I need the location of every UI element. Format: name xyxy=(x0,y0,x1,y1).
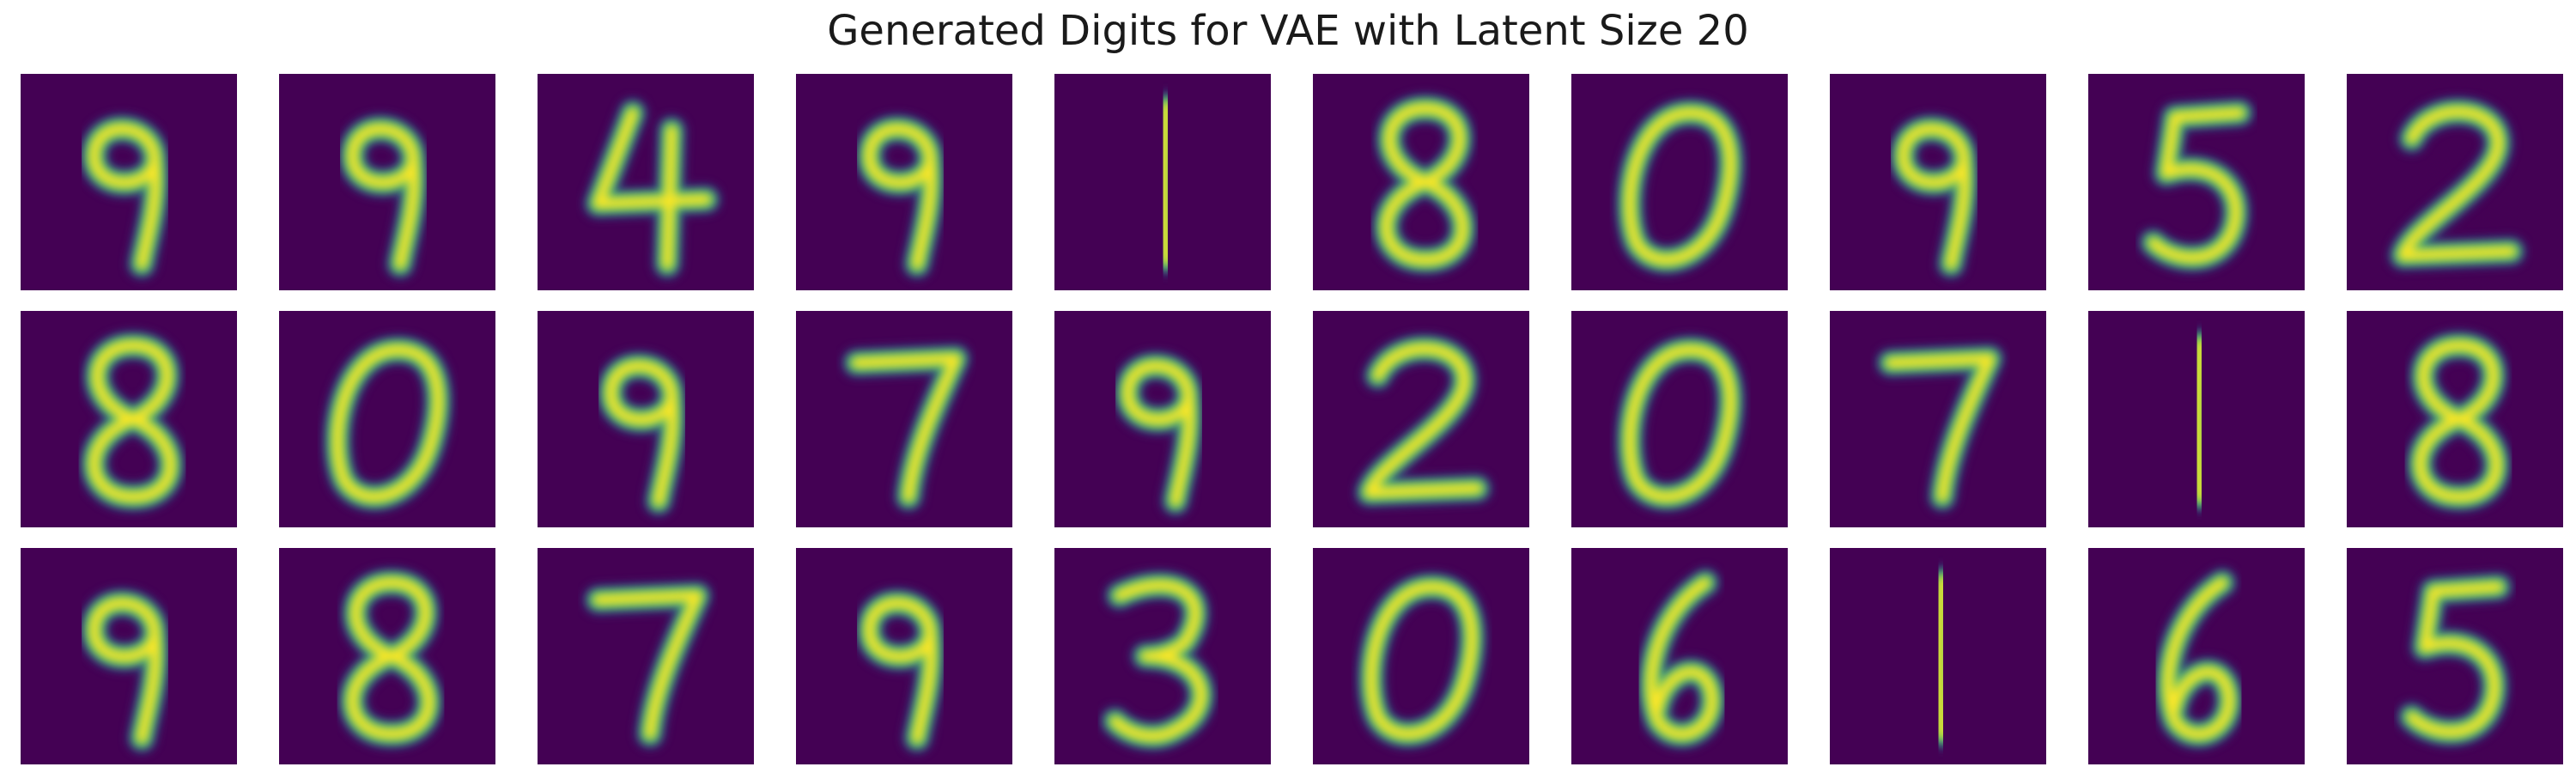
digit-stroke xyxy=(2148,107,2245,263)
digit-stroke xyxy=(1382,103,1468,265)
digit-image xyxy=(21,548,237,764)
generated-digit-panel xyxy=(1571,74,1788,290)
digit-stroke xyxy=(1123,361,1194,507)
digit-image xyxy=(1054,74,1271,290)
digit-image xyxy=(1830,74,2046,290)
digit-stroke xyxy=(1109,580,1206,741)
digit-image xyxy=(2088,548,2305,764)
generated-digit-panel xyxy=(796,548,1012,764)
digit-stroke xyxy=(332,344,443,502)
generated-digit-panel xyxy=(21,548,237,764)
generated-digit-panel xyxy=(1054,311,1271,527)
digit-stroke xyxy=(2397,107,2517,261)
digit-stroke xyxy=(1934,575,1947,740)
generated-digit-panel xyxy=(538,74,754,290)
digit-image xyxy=(1313,548,1529,764)
digit-image xyxy=(2347,74,2563,290)
digit-stroke xyxy=(89,124,161,270)
digit-image xyxy=(538,548,754,764)
digit-image xyxy=(1571,311,1788,527)
generated-digit-panel xyxy=(2347,311,2563,527)
digit-image xyxy=(279,74,495,290)
digit-stroke xyxy=(592,107,712,270)
digit-image xyxy=(1571,74,1788,290)
digit-stroke xyxy=(2192,338,2206,502)
digit-stroke xyxy=(1625,344,1735,502)
generated-digit-panel xyxy=(1313,74,1529,290)
digit-image xyxy=(2347,311,2563,527)
generated-digit-panel xyxy=(2347,74,2563,290)
generated-digit-panel xyxy=(2088,74,2305,290)
generated-digit-panel xyxy=(796,74,1012,290)
digit-image xyxy=(1830,311,2046,527)
digit-image xyxy=(1830,548,2046,764)
digit-stroke xyxy=(1899,124,1970,270)
digit-stroke xyxy=(865,598,936,744)
digit-stroke xyxy=(2415,340,2502,502)
digit-image xyxy=(2088,311,2305,527)
generated-digit-panel xyxy=(538,311,754,527)
digit-stroke xyxy=(1366,581,1477,740)
digit-stroke xyxy=(1885,353,1996,502)
generated-digit-panel xyxy=(279,311,495,527)
digit-image xyxy=(796,74,1012,290)
generated-digit-panel xyxy=(2088,311,2305,527)
generated-digit-panel xyxy=(1054,548,1271,764)
digit-stroke xyxy=(1625,107,1735,265)
digit-image xyxy=(2347,548,2563,764)
generated-digit-panel xyxy=(1313,311,1529,527)
digit-image xyxy=(1313,74,1529,290)
generated-digit-panel xyxy=(1830,548,2046,764)
digit-image xyxy=(279,548,495,764)
generated-digit-panel xyxy=(279,548,495,764)
generated-digit-panel xyxy=(1830,311,2046,527)
digit-image xyxy=(1313,311,1529,527)
digit-stroke xyxy=(2406,581,2504,737)
generated-digit-panel xyxy=(21,74,237,290)
digit-image xyxy=(538,74,754,290)
digit-image xyxy=(796,548,1012,764)
digit-image xyxy=(538,311,754,527)
generated-digit-panel xyxy=(796,311,1012,527)
digit-stroke xyxy=(592,590,703,740)
digit-image xyxy=(279,311,495,527)
generated-digit-panel xyxy=(21,311,237,527)
digit-stroke xyxy=(851,353,962,502)
digit-stroke xyxy=(348,577,434,740)
generated-digit-panel xyxy=(1054,74,1271,290)
digit-image xyxy=(21,311,237,527)
digit-stroke xyxy=(1364,344,1483,498)
digit-stroke xyxy=(89,340,176,502)
digit-stroke xyxy=(1646,577,1717,740)
figure-title: Generated Digits for VAE with Latent Siz… xyxy=(827,7,1749,55)
digit-image xyxy=(1054,311,1271,527)
digit-image xyxy=(1054,548,1271,764)
digit-stroke xyxy=(89,598,161,744)
digit-image xyxy=(1571,548,1788,764)
digit-stroke xyxy=(1158,101,1172,265)
generated-digit-panel xyxy=(538,548,754,764)
generated-digit-panel xyxy=(1830,74,2046,290)
digit-image xyxy=(2088,74,2305,290)
digit-stroke xyxy=(865,124,936,270)
generated-digit-panel xyxy=(1313,548,1529,764)
generated-digit-panel xyxy=(2347,548,2563,764)
digit-image xyxy=(21,74,237,290)
digit-image xyxy=(796,311,1012,527)
generated-digit-panel xyxy=(1571,311,1788,527)
digit-stroke xyxy=(2163,577,2234,740)
generated-digit-panel xyxy=(1571,548,1788,764)
generated-digit-panel xyxy=(2088,548,2305,764)
generated-digit-panel xyxy=(279,74,495,290)
digit-stroke xyxy=(348,124,419,270)
digit-stroke xyxy=(606,361,677,507)
